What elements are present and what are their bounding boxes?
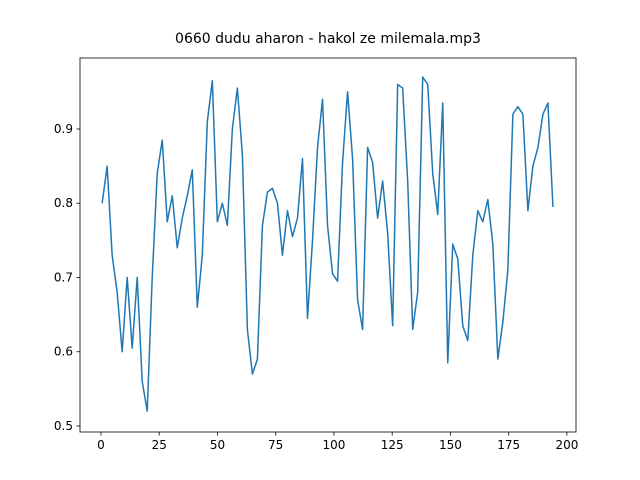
y-tick-label: 0.9 [54, 122, 73, 136]
data-line [101, 76, 554, 412]
y-tick-label: 0.6 [54, 345, 73, 359]
chart-title: 0660 dudu aharon - hakol ze milemala.mp3 [175, 31, 481, 47]
x-tick-label: 150 [439, 438, 462, 452]
y-tick-label: 0.7 [54, 270, 73, 284]
x-tick-label: 100 [322, 438, 345, 452]
x-tick-label: 0 [97, 438, 105, 452]
x-tick-label: 50 [210, 438, 225, 452]
y-tick-label: 0.8 [54, 196, 73, 210]
x-tick-label: 175 [497, 438, 520, 452]
x-tick-label: 200 [555, 438, 578, 452]
x-tick-label: 125 [381, 438, 404, 452]
y-tick-label: 0.5 [54, 419, 73, 433]
plot-frame [79, 57, 577, 433]
x-tick-label: 75 [268, 438, 283, 452]
x-tick-label: 25 [152, 438, 167, 452]
